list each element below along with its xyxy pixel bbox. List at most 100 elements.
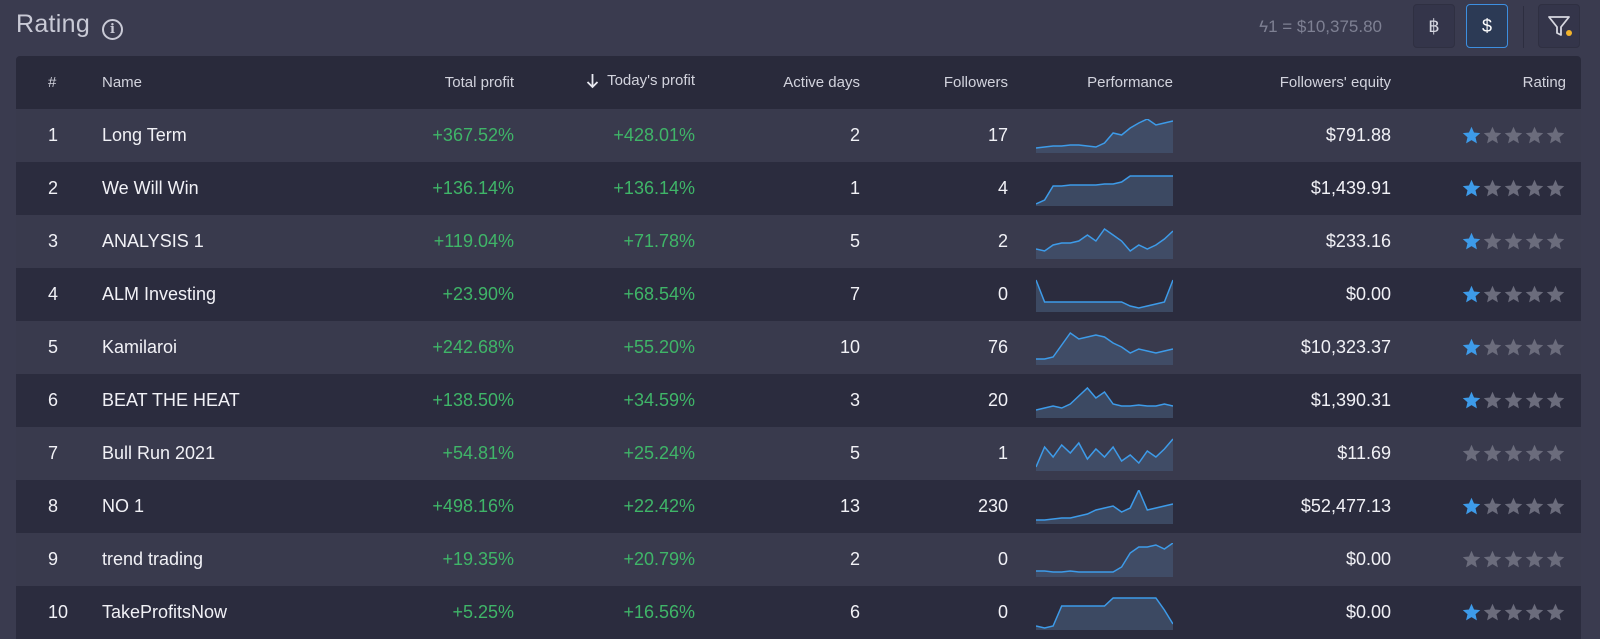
trader-name[interactable]: Long Term [102, 125, 187, 145]
sparkline-line [1036, 227, 1173, 252]
star-empty-icon [1546, 391, 1565, 409]
info-icon[interactable]: i [102, 19, 123, 40]
total-profit: +23.90% [442, 284, 514, 304]
page-header: Rating i ϟ1 = $10,375.80 ฿ $ [0, 0, 1600, 56]
active-days: 1 [849, 178, 860, 198]
star-empty-icon [1462, 550, 1481, 568]
table-row[interactable]: 10 TakeProfitsNow +5.25% +16.56% 6 0 $0.00 [16, 586, 1581, 639]
trader-name[interactable]: Kamilaroi [102, 337, 178, 357]
star-filled-icon [1462, 285, 1481, 303]
table-row[interactable]: 5 Kamilaroi +242.68% +55.20% 10 76 $10,323.37 [16, 321, 1581, 374]
star-filled-icon [1462, 391, 1481, 409]
rating-stars [1391, 337, 1566, 358]
sparkline-area [1036, 387, 1173, 418]
performance-sparkline [1036, 596, 1173, 630]
table-row[interactable]: 1 Long Term +367.52% +428.01% 2 17 $791.88 [16, 109, 1581, 162]
trader-name[interactable]: Bull Run 2021 [102, 443, 216, 463]
table-row[interactable]: 7 Bull Run 2021 +54.81% +25.24% 5 1 $11.69 [16, 427, 1581, 480]
star-empty-icon [1546, 338, 1565, 356]
table-row[interactable]: 2 We Will Win +136.14% +136.14% 1 4 $1,439.91 [16, 162, 1581, 215]
followers-equity: $10,323.37 [1300, 337, 1391, 357]
col-todays-profit-label: Today's profit [607, 72, 695, 90]
total-profit: +138.50% [432, 390, 514, 410]
col-followers[interactable]: Followers [943, 74, 1008, 91]
trader-name[interactable]: ALM Investing [102, 284, 217, 304]
row-number: 1 [48, 125, 59, 145]
followers-count: 230 [977, 496, 1008, 516]
sparkline-line [1036, 596, 1173, 629]
followers-equity: $0.00 [1345, 549, 1391, 569]
trader-name[interactable]: ANALYSIS 1 [102, 231, 204, 251]
sparkline-line [1036, 438, 1173, 467]
performance-sparkline [1036, 174, 1173, 206]
sparkline-area [1036, 175, 1173, 206]
performance-cell [1008, 225, 1173, 259]
followers-equity: $0.00 [1345, 602, 1391, 622]
table-row[interactable]: 8 NO 1 +498.16% +22.42% 13 230 $52,477.13 [16, 480, 1581, 533]
star-filled-icon [1462, 126, 1481, 144]
col-followers-equity[interactable]: Followers' equity [1279, 74, 1391, 91]
table-row[interactable]: 3 ANALYSIS 1 +119.04% +71.78% 5 2 $233.16 [16, 215, 1581, 268]
rating-table: # Name Total profit Today's profit Activ… [16, 56, 1581, 639]
todays-profit: +25.24% [623, 443, 695, 463]
star-empty-icon [1504, 179, 1523, 197]
followers-equity: $0.00 [1345, 284, 1391, 304]
btc-currency-button[interactable]: ฿ [1413, 4, 1455, 48]
star-empty-icon [1504, 232, 1523, 250]
sparkline-line [1036, 118, 1173, 149]
rating-stars [1391, 549, 1566, 570]
trader-name[interactable]: BEAT THE HEAT [102, 390, 240, 410]
star-filled-icon [1462, 603, 1481, 621]
star-empty-icon [1483, 338, 1502, 356]
sparkline-line [1036, 331, 1173, 360]
row-number: 9 [48, 549, 59, 569]
star-empty-icon [1546, 550, 1565, 568]
active-days: 5 [849, 231, 860, 251]
star-empty-icon [1504, 338, 1523, 356]
followers-count: 1 [997, 443, 1008, 463]
col-performance: Performance [1087, 74, 1173, 91]
row-number: 2 [48, 178, 59, 198]
total-profit: +54.81% [442, 443, 514, 463]
table-row[interactable]: 9 trend trading +19.35% +20.79% 2 0 $0.00 [16, 533, 1581, 586]
total-profit: +19.35% [442, 549, 514, 569]
col-name[interactable]: Name [102, 74, 143, 91]
trader-name[interactable]: trend trading [102, 549, 204, 569]
performance-cell [1008, 384, 1173, 418]
todays-profit: +16.56% [623, 602, 695, 622]
table-row[interactable]: 4 ALM Investing +23.90% +68.54% 7 0 $0.00 [16, 268, 1581, 321]
col-number[interactable]: # [48, 74, 57, 91]
table-header: # Name Total profit Today's profit Activ… [16, 56, 1581, 109]
rating-stars [1391, 443, 1566, 464]
col-active-days[interactable]: Active days [783, 74, 860, 91]
trader-name[interactable]: We Will Win [102, 178, 199, 198]
col-todays-profit[interactable]: Today's profit [514, 72, 695, 93]
sparkline-area [1036, 597, 1173, 630]
performance-sparkline [1036, 118, 1173, 153]
todays-profit: +34.59% [623, 390, 695, 410]
trader-name[interactable]: NO 1 [102, 496, 145, 516]
star-empty-icon [1525, 550, 1544, 568]
star-empty-icon [1483, 391, 1502, 409]
col-total-profit[interactable]: Total profit [444, 74, 514, 91]
col-rating[interactable]: Rating [1522, 74, 1566, 91]
sparkline-area [1036, 542, 1173, 577]
active-days: 5 [849, 443, 860, 463]
todays-profit: +71.78% [623, 231, 695, 251]
row-number: 5 [48, 337, 59, 357]
active-days: 3 [849, 390, 860, 410]
star-empty-icon [1546, 179, 1565, 197]
table-row[interactable]: 6 BEAT THE HEAT +138.50% +34.59% 3 20 $1,390.3… [16, 374, 1581, 427]
row-number: 8 [48, 496, 59, 516]
usd-currency-button[interactable]: $ [1466, 4, 1508, 48]
performance-cell [1008, 437, 1173, 471]
sparkline-area [1036, 332, 1173, 365]
performance-sparkline [1036, 386, 1173, 418]
row-number: 7 [48, 443, 59, 463]
filter-button[interactable] [1538, 4, 1580, 48]
followers-equity: $11.69 [1337, 443, 1391, 463]
performance-sparkline [1036, 489, 1173, 524]
star-empty-icon [1504, 126, 1523, 144]
trader-name[interactable]: TakeProfitsNow [102, 602, 228, 622]
sparkline-area [1036, 228, 1173, 259]
